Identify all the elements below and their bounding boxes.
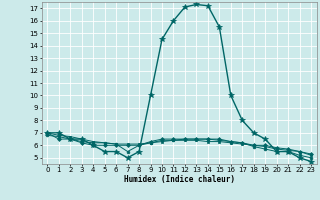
X-axis label: Humidex (Indice chaleur): Humidex (Indice chaleur) [124, 175, 235, 184]
